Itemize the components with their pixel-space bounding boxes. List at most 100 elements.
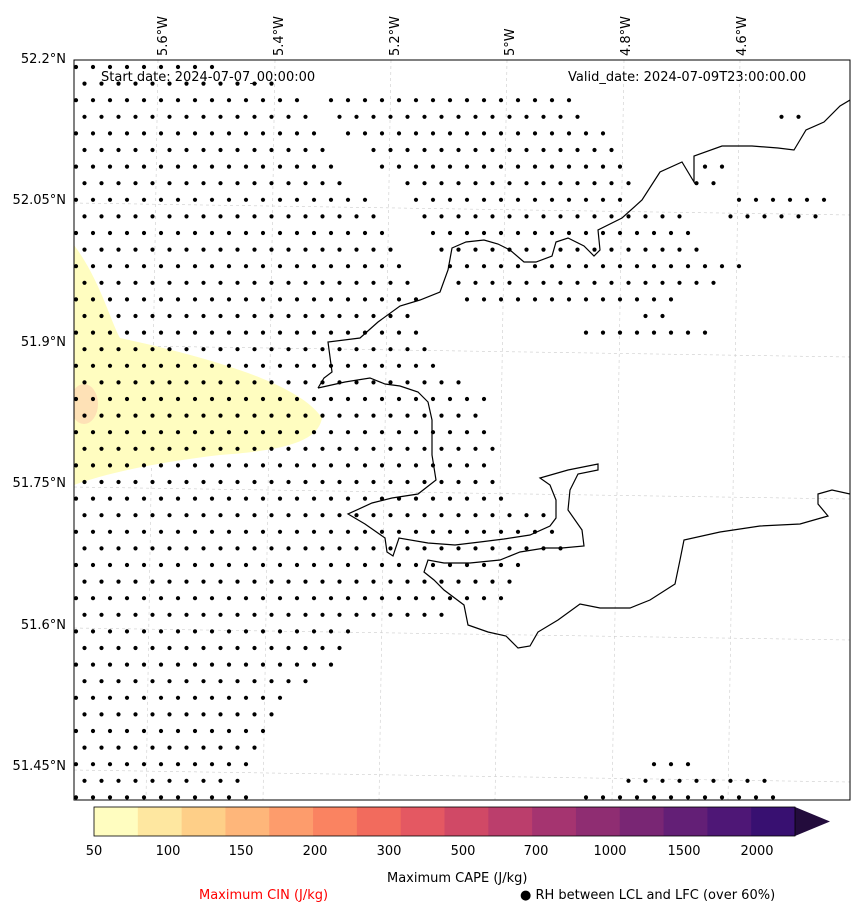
rh-dot xyxy=(396,297,402,302)
rh-dot xyxy=(260,330,266,335)
rh-dot xyxy=(107,662,113,667)
rh-dot xyxy=(184,280,189,285)
rh-dot xyxy=(320,446,325,451)
rh-dot xyxy=(634,297,640,302)
rh-dot xyxy=(320,147,325,153)
rh-dot xyxy=(498,197,504,202)
rh-dot xyxy=(362,264,368,269)
rh-dot xyxy=(320,645,325,651)
rh-dot xyxy=(218,313,223,319)
rh-dot xyxy=(107,795,113,800)
rh-dot xyxy=(643,214,648,219)
rh-dot xyxy=(150,778,155,783)
rh-dot xyxy=(464,529,470,534)
rh-dot xyxy=(184,579,189,584)
rh-dot xyxy=(473,479,478,485)
rh-dot xyxy=(99,147,104,153)
rh-dot xyxy=(379,230,385,236)
rh-dot xyxy=(133,313,138,319)
rh-dot xyxy=(481,529,487,534)
rh-dot xyxy=(405,612,410,617)
rh-dot xyxy=(541,214,546,219)
rh-dot xyxy=(490,247,495,252)
rh-dot xyxy=(74,596,79,601)
rh-dot xyxy=(192,496,198,501)
rh-dot xyxy=(82,380,87,385)
rh-dot xyxy=(167,679,172,684)
rh-dot xyxy=(405,413,410,418)
rh-dot xyxy=(90,230,96,236)
rh-dot xyxy=(167,280,172,285)
rh-dot xyxy=(532,131,538,136)
rh-dot xyxy=(243,131,249,136)
rh-dot xyxy=(345,131,351,136)
rh-dot xyxy=(320,546,325,551)
rh-dot xyxy=(167,347,172,352)
rh-dot xyxy=(371,280,376,285)
rh-dot xyxy=(175,430,181,435)
rh-dot xyxy=(107,629,113,634)
rh-dot xyxy=(311,264,317,269)
lon-label-4-8w: 4.8°W xyxy=(619,15,634,56)
rh-dot xyxy=(158,695,164,700)
rh-dot xyxy=(269,347,274,352)
rh-dot xyxy=(362,230,368,236)
rh-dot xyxy=(116,181,121,186)
rh-dot xyxy=(150,479,155,485)
rh-dot xyxy=(124,264,130,269)
rh-dot xyxy=(439,479,444,485)
rh-dot xyxy=(243,197,249,202)
rh-dot xyxy=(124,795,130,800)
rh-dot xyxy=(303,679,308,684)
rh-dot xyxy=(320,347,325,352)
rh-dot xyxy=(447,230,453,236)
start-date-label: Start date: 2024-07-07_00:00:00 xyxy=(101,70,316,85)
rh-dot xyxy=(175,197,181,202)
rh-dot xyxy=(337,479,342,485)
rh-dot xyxy=(167,114,172,119)
rh-dot xyxy=(192,230,198,236)
rh-dot xyxy=(303,546,308,551)
rh-dot xyxy=(74,164,79,169)
rh-dot xyxy=(184,147,189,153)
rh-dot xyxy=(99,380,104,385)
rh-dot xyxy=(252,413,257,418)
rh-dot xyxy=(447,98,453,103)
rh-dot xyxy=(150,712,155,717)
rh-dot xyxy=(379,164,385,169)
rh-dot xyxy=(524,546,529,551)
rh-dot xyxy=(549,264,555,269)
rh-dot xyxy=(668,230,674,236)
rh-dot xyxy=(311,230,317,236)
rh-dot xyxy=(116,479,121,485)
rh-dot xyxy=(490,280,495,285)
rh-dot xyxy=(294,430,300,435)
rh-dot xyxy=(269,147,274,153)
rh-dot xyxy=(107,396,113,402)
rh-dot xyxy=(583,297,589,302)
rh-dot xyxy=(150,313,155,319)
rh-dot xyxy=(243,463,249,468)
rh-dot xyxy=(490,546,495,551)
rh-dot xyxy=(439,446,444,451)
rh-dot xyxy=(235,247,240,252)
rh-dot xyxy=(481,297,487,302)
rh-dot xyxy=(422,347,427,352)
rh-dot xyxy=(439,181,444,186)
rh-dot xyxy=(345,230,351,236)
rh-dot xyxy=(303,280,308,285)
rh-dot xyxy=(796,214,801,219)
rh-dot xyxy=(116,380,121,385)
rh-dot xyxy=(184,778,189,783)
rh-dot xyxy=(515,164,521,169)
rh-dot xyxy=(243,529,249,534)
colorbar-tick-200: 200 xyxy=(302,844,328,859)
rh-dot xyxy=(371,413,376,418)
rh-dot xyxy=(243,264,249,269)
rh-dot xyxy=(243,330,249,335)
rh-dot xyxy=(413,164,419,169)
rh-dot xyxy=(209,64,215,70)
rh-dot xyxy=(422,380,427,385)
rh-dot xyxy=(677,280,682,285)
rh-dot xyxy=(413,596,419,601)
